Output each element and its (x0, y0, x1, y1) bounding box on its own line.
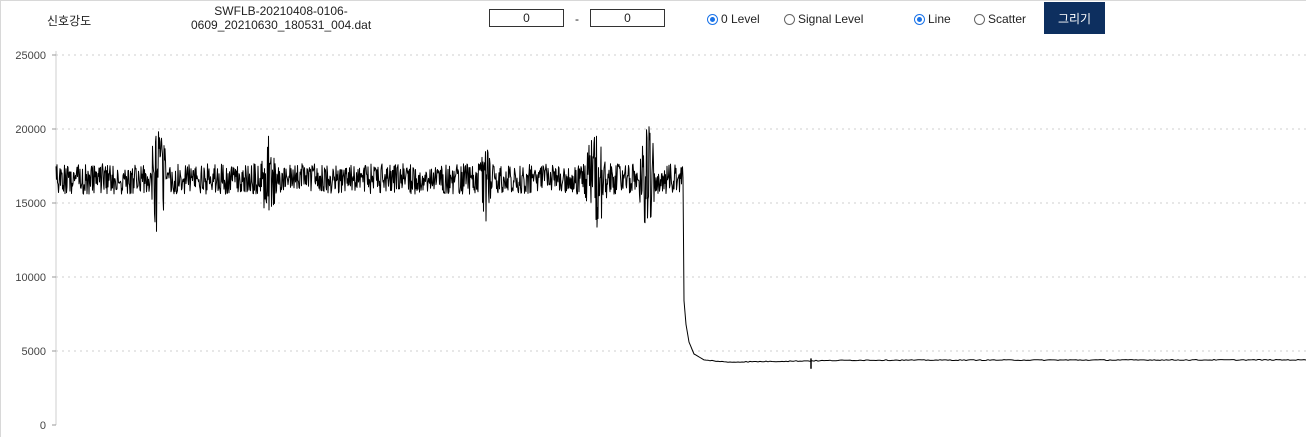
range-to-input[interactable] (590, 9, 665, 27)
signal-level-radio[interactable]: Signal Level (784, 12, 863, 26)
chart-series (55, 126, 1306, 369)
y-tick-label: 25000 (15, 50, 46, 62)
signal-strength-label: 신호강도 (47, 14, 92, 28)
range-from-input[interactable] (489, 9, 564, 27)
chart-grid (56, 54, 1306, 352)
y-tick-label: 10000 (15, 272, 46, 284)
zero-level-radio-dot[interactable] (707, 13, 718, 25)
scatter-label: Scatter (988, 12, 1027, 26)
signal-level-radio-dot[interactable] (784, 13, 795, 25)
scatter-radio[interactable]: Scatter (974, 12, 1026, 26)
y-tick-label: 20000 (15, 124, 46, 136)
file-name: SWFLB-20210408-0106- 0609_20210630_18053… (191, 4, 371, 32)
file-name-line-1: SWFLB-20210408-0106- (214, 4, 348, 18)
file-name-line-2: 0609_20210630_180531_004.dat (191, 18, 372, 32)
scatter-radio-dot[interactable] (974, 13, 985, 25)
toolbar: 신호강도 SWFLB-20210408-0106- 0609_20210630_… (1, 1, 1306, 41)
line-radio[interactable]: Line (914, 12, 951, 26)
signal-level-label: Signal Level (798, 12, 864, 26)
line-label: Line (928, 12, 951, 26)
zero-level-radio[interactable]: 0 Level (707, 12, 760, 26)
y-tick-label: 0 (40, 420, 46, 432)
line-radio-dot[interactable] (914, 13, 925, 25)
zero-level-label: 0 Level (721, 12, 760, 26)
y-axis: 0 5000 10000 15000 20000 25000 (15, 50, 57, 432)
signal-line (55, 126, 1306, 363)
y-tick-label: 15000 (15, 198, 46, 210)
draw-button[interactable]: 그리기 (1044, 2, 1105, 34)
signal-chart: 0 5000 10000 15000 20000 25000 (15, 50, 1306, 432)
range-separator: - (575, 12, 579, 26)
y-tick-label: 5000 (22, 346, 46, 358)
